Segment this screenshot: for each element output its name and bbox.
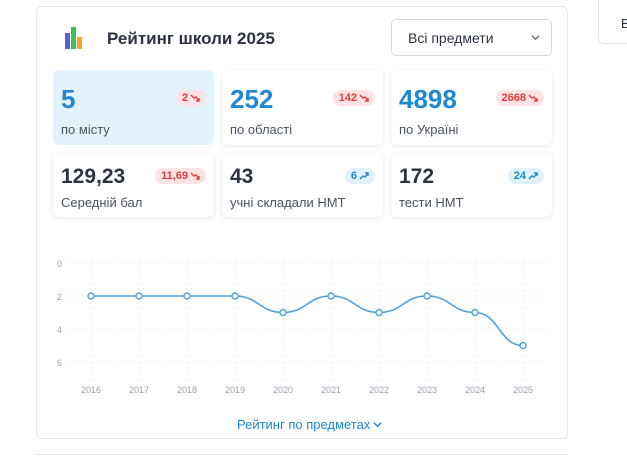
y-tick-label: 0: [57, 259, 62, 269]
data-point[interactable]: [87, 292, 95, 300]
trend-down-icon: [528, 94, 538, 102]
divider: [36, 454, 568, 455]
stat-card[interactable]: 43 учні складали НМТ 6: [222, 153, 383, 217]
rating-line-chart: 0 2 4 6 2016 2017 2018 2019 2020 2021 2022 2023 2024…: [57, 259, 549, 395]
trend-badge: 2: [175, 90, 206, 106]
side-panel-label: В: [621, 16, 627, 31]
x-tick-label: 2023: [417, 385, 437, 395]
stat-value: 5: [61, 84, 76, 114]
trend-badge: 6: [344, 168, 375, 184]
stat-caption: учні складали НМТ: [230, 195, 346, 210]
x-tick-label: 2016: [81, 385, 101, 395]
rating-card: Рейтинг школи 2025 Всі предмети 5 по міст…: [36, 6, 568, 439]
stat-value: 4898: [399, 84, 457, 114]
subject-select[interactable]: Всі предмети: [391, 19, 552, 56]
chevron-down-icon: [531, 35, 540, 41]
data-point[interactable]: [423, 292, 431, 300]
trend-badge: 142: [332, 90, 375, 106]
stat-card[interactable]: 4898 по Україні 2668: [391, 70, 552, 145]
stat-value: 43: [230, 165, 254, 188]
subjects-rating-link[interactable]: Рейтинг по предметах: [237, 417, 382, 432]
stat-card[interactable]: 252 по області 142: [222, 70, 383, 145]
trend-badge-value: 6: [350, 170, 357, 182]
data-point[interactable]: [471, 308, 479, 317]
trend-down-icon: [190, 94, 200, 102]
card-header: Рейтинг школи 2025 Всі предмети: [37, 7, 567, 69]
stat-caption: по Україні: [399, 122, 459, 137]
y-tick-label: 4: [57, 325, 62, 335]
x-tick-label: 2020: [273, 385, 293, 395]
trend-badge-value: 11,69: [161, 170, 188, 182]
stat-card[interactable]: 129,23 Середній бал 11,69: [53, 153, 214, 217]
y-tick-label: 6: [57, 358, 62, 368]
data-point[interactable]: [183, 292, 191, 300]
x-tick-label: 2018: [177, 385, 197, 395]
stat-value: 172: [399, 165, 435, 188]
data-point[interactable]: [279, 308, 287, 317]
data-point[interactable]: [375, 308, 383, 317]
trend-badge: 2668: [495, 90, 544, 106]
stat-card[interactable]: 5 по місту 2: [53, 70, 214, 145]
subject-select-value: Всі предмети: [408, 30, 494, 46]
trend-badge: 11,69: [155, 168, 206, 184]
trend-up-icon: [528, 172, 538, 180]
x-tick-label: 2021: [321, 385, 341, 395]
trend-badge-value: 2668: [501, 92, 526, 104]
data-point[interactable]: [327, 292, 335, 300]
trend-down-icon: [190, 172, 200, 180]
stat-caption: по місту: [61, 122, 110, 137]
x-tick-label: 2017: [129, 385, 149, 395]
data-point[interactable]: [519, 341, 527, 350]
trend-badge-value: 2: [181, 92, 188, 104]
side-panel-fragment[interactable]: В: [598, 0, 627, 44]
chevron-down-icon: [373, 422, 382, 428]
stat-caption: Середній бал: [61, 195, 143, 210]
subjects-rating-label: Рейтинг по предметах: [237, 417, 371, 432]
y-tick-label: 2: [57, 292, 62, 302]
stat-card[interactable]: 172 тести НМТ 24: [391, 153, 552, 217]
trend-down-icon: [359, 94, 369, 102]
bar-chart-logo-icon: [65, 27, 82, 49]
data-point[interactable]: [135, 292, 143, 300]
data-point[interactable]: [231, 292, 239, 300]
x-tick-label: 2024: [465, 385, 485, 395]
stat-caption: по області: [230, 122, 293, 137]
stat-caption: тести НМТ: [399, 195, 464, 210]
stat-value: 252: [230, 84, 274, 114]
stat-value: 129,23: [61, 165, 126, 188]
x-tick-label: 2025: [513, 385, 533, 395]
series-line: [91, 295, 524, 347]
x-tick-label: 2022: [369, 385, 389, 395]
trend-badge: 24: [507, 168, 544, 184]
trend-up-icon: [359, 172, 369, 180]
trend-badge-value: 24: [513, 170, 526, 182]
page-title: Рейтинг школи 2025: [107, 29, 275, 48]
x-tick-label: 2019: [225, 385, 245, 395]
trend-badge-value: 142: [338, 92, 357, 104]
